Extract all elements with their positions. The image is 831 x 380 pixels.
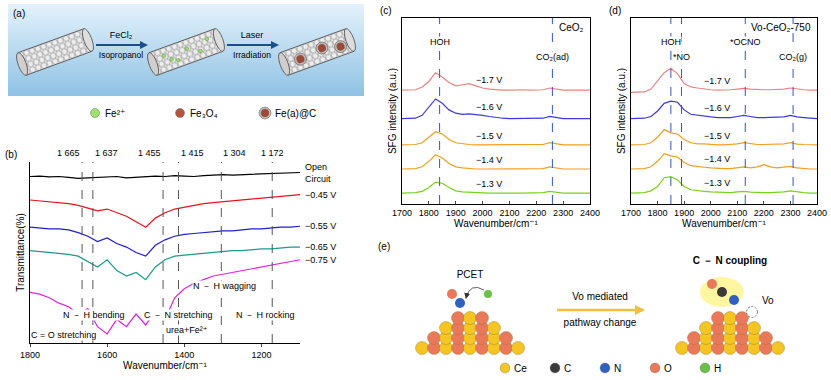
svg-text:pathway change: pathway change <box>564 317 637 328</box>
svg-text:SFG intensity (a.u.): SFG intensity (a.u.) <box>616 68 627 154</box>
svg-text:Fe(a)@C: Fe(a)@C <box>275 108 316 119</box>
svg-text:*OCNO: *OCNO <box>730 37 761 47</box>
svg-text:2300: 2300 <box>780 208 800 218</box>
svg-text:urea+Fe²⁺: urea+Fe²⁺ <box>166 325 208 335</box>
svg-text:1 637: 1 637 <box>95 148 118 158</box>
svg-text:−1.6 V: −1.6 V <box>704 103 730 113</box>
svg-text:1 172: 1 172 <box>261 148 284 158</box>
svg-text:1900: 1900 <box>446 208 466 218</box>
svg-text:HOH: HOH <box>430 37 450 47</box>
svg-text:1700: 1700 <box>621 208 641 218</box>
svg-text:1700: 1700 <box>392 208 412 218</box>
svg-text:−1.7 V: −1.7 V <box>704 76 730 86</box>
svg-text:N － H bending: N － H bending <box>63 310 125 320</box>
svg-text:(d): (d) <box>609 5 621 16</box>
svg-text:2200: 2200 <box>526 208 546 218</box>
svg-text:N: N <box>614 363 621 374</box>
svg-text:Vo-CeO₂-750: Vo-CeO₂-750 <box>751 22 811 33</box>
svg-text:1400: 1400 <box>174 350 194 360</box>
svg-text:Wavenumber/cm⁻¹: Wavenumber/cm⁻¹ <box>682 218 766 229</box>
svg-text:C: C <box>564 363 571 374</box>
svg-text:CO₂(g): CO₂(g) <box>779 52 807 62</box>
svg-text:1800: 1800 <box>20 350 40 360</box>
svg-text:1 415: 1 415 <box>181 148 204 158</box>
svg-text:N － H rocking: N － H rocking <box>236 310 295 320</box>
svg-text:SFG intensity (a.u.): SFG intensity (a.u.) <box>387 68 398 154</box>
svg-text:2000: 2000 <box>473 208 493 218</box>
svg-text:Fe²⁺: Fe²⁺ <box>105 108 125 119</box>
svg-text:1800: 1800 <box>648 208 668 218</box>
svg-text:CO₂(ad): CO₂(ad) <box>536 52 569 62</box>
svg-text:C － N coupling: C － N coupling <box>693 255 767 266</box>
svg-text:2100: 2100 <box>727 208 747 218</box>
svg-text:1600: 1600 <box>97 350 117 360</box>
svg-text:−1.6 V: −1.6 V <box>476 102 502 112</box>
svg-text:Vo: Vo <box>762 295 774 306</box>
svg-text:*NO: *NO <box>673 52 690 62</box>
svg-text:PCET: PCET <box>457 269 484 280</box>
svg-text:2400: 2400 <box>580 208 600 218</box>
svg-text:(e): (e) <box>378 241 390 252</box>
svg-text:Wavenumber/cm⁻¹: Wavenumber/cm⁻¹ <box>454 218 538 229</box>
svg-text:−1.4 V: −1.4 V <box>704 154 730 164</box>
svg-text:1 455: 1 455 <box>138 148 161 158</box>
svg-text:O: O <box>664 363 672 374</box>
svg-text:2000: 2000 <box>701 208 721 218</box>
svg-text:Laser: Laser <box>241 30 264 40</box>
svg-text:Ce: Ce <box>514 363 527 374</box>
svg-text:Transmittance(%): Transmittance(%) <box>15 213 26 292</box>
svg-text:2100: 2100 <box>499 208 519 218</box>
svg-text:(a): (a) <box>13 8 25 19</box>
svg-text:N － H wagging: N － H wagging <box>193 281 256 291</box>
svg-text:−1.7 V: −1.7 V <box>476 75 502 85</box>
svg-text:1900: 1900 <box>674 208 694 218</box>
svg-text:Wavenumber/cm⁻¹: Wavenumber/cm⁻¹ <box>123 360 207 371</box>
svg-text:Vo mediated: Vo mediated <box>572 291 628 302</box>
svg-text:2200: 2200 <box>754 208 774 218</box>
svg-text:1200: 1200 <box>251 350 271 360</box>
svg-text:2300: 2300 <box>553 208 573 218</box>
svg-text:CeO₂: CeO₂ <box>559 22 584 33</box>
svg-text:−0.45 V: −0.45 V <box>305 190 336 200</box>
svg-text:−1.3 V: −1.3 V <box>704 178 730 188</box>
svg-text:Irradiation: Irradiation <box>233 50 271 60</box>
svg-text:1 304: 1 304 <box>223 148 246 158</box>
svg-text:−1.3 V: −1.3 V <box>476 179 502 189</box>
svg-text:HOH: HOH <box>661 37 681 47</box>
svg-text:Isopropanol: Isopropanol <box>99 50 144 60</box>
svg-text:(c): (c) <box>380 5 392 16</box>
svg-text:−0.65 V: −0.65 V <box>305 242 336 252</box>
svg-text:1800: 1800 <box>419 208 439 218</box>
svg-text:−1.5 V: −1.5 V <box>476 131 502 141</box>
svg-text:OpenCircuit: OpenCircuit <box>305 162 331 184</box>
svg-text:Fe₃O₄: Fe₃O₄ <box>190 108 218 119</box>
svg-text:−1.5 V: −1.5 V <box>704 131 730 141</box>
svg-text:FeCl₂: FeCl₂ <box>110 30 133 40</box>
svg-text:−0.55 V: −0.55 V <box>305 221 336 231</box>
svg-text:(b): (b) <box>5 149 17 160</box>
svg-text:−0.75 V: −0.75 V <box>305 255 336 265</box>
svg-text:H: H <box>714 363 721 374</box>
svg-text:2400: 2400 <box>807 208 827 218</box>
svg-text:C － N stretching: C － N stretching <box>144 310 213 320</box>
svg-text:−1.4 V: −1.4 V <box>476 155 502 165</box>
svg-text:C = O stretching: C = O stretching <box>31 330 96 340</box>
svg-text:1 665: 1 665 <box>57 148 80 158</box>
